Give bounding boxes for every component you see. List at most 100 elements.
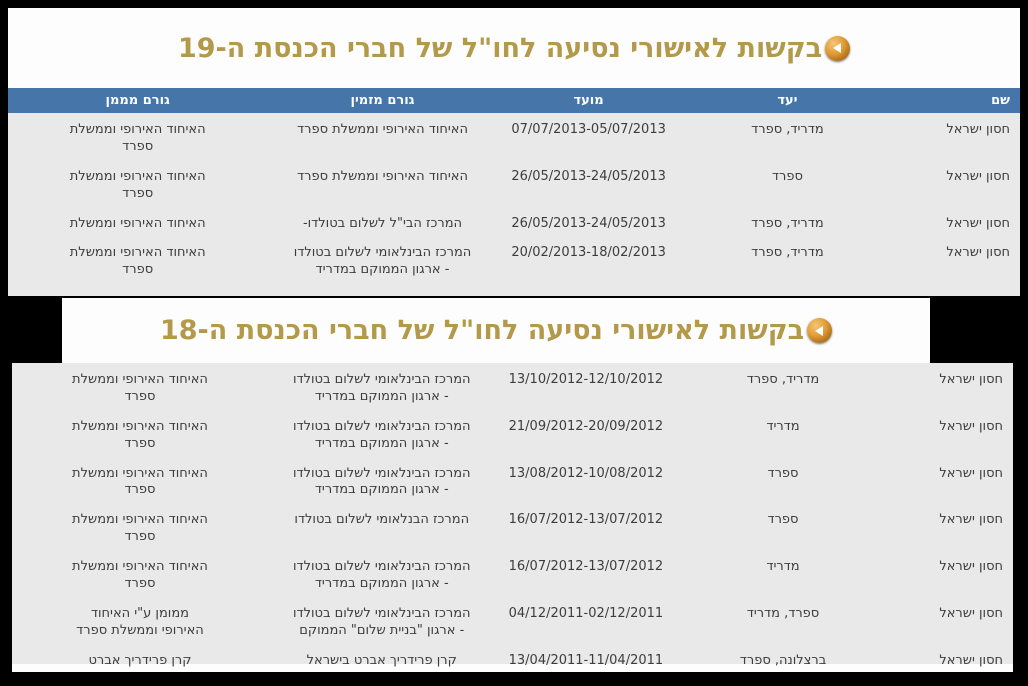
- date-range: 20/02/2013-18/02/2013: [511, 245, 666, 261]
- inviter-cell: קרן פרידריך אברט בישראל: [306, 652, 457, 668]
- table-row: חסון ישראל מדריד 16/07/2012-13/07/2012 המרכ…: [12, 550, 1013, 597]
- name-cell: חסון ישראל: [946, 168, 1010, 184]
- date-cell: 16/07/2012-13/07/2012: [496, 503, 677, 550]
- table-row: חסון ישראל מדריד, ספרד 26/05/2013-24/05/20…: [8, 207, 1020, 237]
- knesset-18-title-panel: בקשות לאישורי נסיעה לחו"ל של חברי הכנסת …: [62, 298, 930, 363]
- travel-requests-table-18: חסון ישראל מדריד, ספרד 13/10/2012-12/10/20…: [12, 363, 1013, 674]
- inviter-cell: המרכז הבינלאומי לשלום בטולדו - ארגון הממ…: [292, 559, 471, 592]
- table-body: חסון ישראל מדריד, ספרד 07/07/2013-05/07/20…: [8, 113, 1020, 283]
- table-row: חסון ישראל ספרד 26/05/2013-24/05/2013 האיחו…: [8, 160, 1020, 207]
- inviter-cell: המרכז הבינלאומי לשלום בטולדו - ארגון הממ…: [292, 465, 471, 498]
- date-range: 26/05/2013-24/05/2013: [511, 168, 666, 184]
- dest-cell: ספרד, מדריד: [746, 605, 820, 621]
- arrow-glyph: [832, 43, 841, 53]
- date-cell: 13/10/2012-12/10/2012: [496, 363, 677, 410]
- date-cell: 07/07/2013-05/07/2013: [498, 113, 680, 160]
- date-range: 16/07/2012-13/07/2012: [508, 512, 664, 528]
- table-body: חסון ישראל מדריד, ספרד 13/10/2012-12/10/20…: [12, 363, 1013, 674]
- column-header: יעד: [679, 88, 896, 113]
- column-header: שם: [895, 88, 1020, 113]
- table-header: שם יעד מועד גורם מזמין גורם מממן: [8, 88, 1020, 113]
- back-arrow-icon[interactable]: [825, 35, 851, 61]
- inviter-cell: המרכז הבינלאומי לשלום בטולדו - ארגון הממ…: [292, 418, 471, 451]
- column-header: גורם מממן: [8, 88, 268, 113]
- table-row: חסון ישראל ברצלונה, ספרד 13/04/2011-11/04/…: [12, 644, 1013, 674]
- table-row: חסון ישראל מדריד, ספרד 07/07/2013-05/07/20…: [8, 113, 1020, 160]
- header-row: שם יעד מועד גורם מזמין גורם מממן: [8, 88, 1020, 113]
- date-range: 21/09/2012-20/09/2012: [508, 418, 664, 434]
- title-row: בקשות לאישורי נסיעה לחו"ל של חברי הכנסת …: [8, 8, 1020, 88]
- inviter-cell: המרכז הבינלאומי לשלום בטולדו - ארגון "בנ…: [292, 605, 471, 638]
- table-row: חסון ישראל מדריד, ספרד 13/10/2012-12/10/20…: [12, 363, 1013, 410]
- date-range: 13/08/2012-10/08/2012: [508, 465, 664, 481]
- funder-cell: האיחוד האירופי וממשלת ספרד: [69, 245, 206, 278]
- funder-cell: קרן פרידריך אברט: [88, 652, 192, 668]
- funder-cell: האיחוד האירופי וממשלת ספרד: [72, 418, 208, 451]
- funder-cell: ממומן ע"י האיחוד האירופי וממשלת ספרד: [76, 605, 204, 638]
- inviter-cell: המרכז הבנלאומי לשלום בטולדו: [294, 512, 470, 528]
- table-row: חסון ישראל מדריד 21/09/2012-20/09/2012 המרכ…: [12, 410, 1013, 457]
- date-cell: 16/07/2012-13/07/2012: [496, 550, 677, 597]
- funder-cell: האיחוד האירופי וממשלת ספרד: [72, 512, 208, 545]
- arrow-glyph: [814, 325, 823, 336]
- inviter-cell: המרכז הבי"ל לשלום בטולדו-: [302, 215, 463, 231]
- date-range: 13/10/2012-12/10/2012: [508, 372, 664, 387]
- travel-requests-table-19: שם יעד מועד גורם מזמין גורם מממן חסון ישראל מ…: [8, 88, 1020, 283]
- title-row: בקשות לאישורי נסיעה לחו"ל של חברי הכנסת …: [62, 298, 930, 363]
- date-range: 04/12/2011-02/12/2011: [508, 605, 664, 621]
- dest-cell: מדריד, ספרד: [746, 372, 820, 387]
- knesset-19-title-panel: בקשות לאישורי נסיעה לחו"ל של חברי הכנסת …: [8, 8, 1020, 88]
- date-cell: 26/05/2013-24/05/2013: [498, 160, 680, 207]
- dest-cell: מדריד, ספרד: [751, 245, 824, 261]
- dest-cell: ספרד: [771, 168, 803, 184]
- funder-cell: האיחוד האירופי וממשלת: [69, 215, 206, 231]
- inviter-cell: האיחוד האירופי וממשלת ספרד: [297, 168, 468, 184]
- funder-cell: האיחוד האירופי וממשלת ספרד: [72, 559, 208, 592]
- name-cell: חסון ישראל: [939, 465, 1003, 481]
- date-cell: 04/12/2011-02/12/2011: [496, 597, 677, 644]
- date-range: 16/07/2012-13/07/2012: [508, 559, 664, 575]
- date-range: 13/04/2011-11/04/2011: [508, 652, 664, 668]
- table-row: חסון ישראל ספרד, מדריד 04/12/2011-02/12/20…: [12, 597, 1013, 644]
- back-arrow-icon[interactable]: [807, 318, 833, 343]
- column-header: מועד: [497, 88, 680, 113]
- name-cell: חסון ישראל: [946, 215, 1010, 231]
- table-row: חסון ישראל ספרד 16/07/2012-13/07/2012 המרכז…: [12, 503, 1013, 550]
- funder-cell: האיחוד האירופי וממשלת ספרד: [69, 168, 206, 201]
- knesset-19-table: שם יעד מועד גורם מזמין גורם מממן חסון ישראל מ…: [8, 88, 1020, 296]
- date-cell: 13/08/2012-10/08/2012: [496, 457, 677, 504]
- name-cell: חסון ישראל: [939, 372, 1003, 387]
- date-cell: 13/04/2011-11/04/2011: [496, 644, 677, 674]
- name-cell: חסון ישראל: [939, 559, 1003, 575]
- page-title: בקשות לאישורי נסיעה לחו"ל של חברי הכנסת …: [177, 32, 823, 64]
- dest-cell: ספרד: [767, 465, 799, 481]
- name-cell: חסון ישראל: [946, 245, 1010, 261]
- dest-cell: ספרד: [767, 512, 799, 528]
- date-range: 07/07/2013-05/07/2013: [511, 122, 666, 137]
- name-cell: חסון ישראל: [939, 605, 1003, 621]
- dest-cell: מדריד, ספרד: [751, 122, 824, 137]
- column-header: גורם מזמין: [267, 88, 498, 113]
- name-cell: חסון ישראל: [946, 122, 1010, 137]
- date-cell: 20/02/2013-18/02/2013: [498, 236, 680, 283]
- inviter-cell: האיחוד האירופי וממשלת ספרד: [297, 122, 468, 137]
- table-row: חסון ישראל מדריד, ספרד 20/02/2013-18/02/20…: [8, 236, 1020, 283]
- funder-cell: האיחוד האירופי וממשלת ספרד: [72, 465, 208, 498]
- dest-cell: מדריד, ספרד: [751, 215, 824, 231]
- inviter-cell: המרכז הבינלאומי לשלום בטולדו - ארגון הממ…: [293, 245, 472, 278]
- name-cell: חסון ישראל: [939, 652, 1003, 668]
- funder-cell: האיחוד האירופי וממשלת ספרד: [72, 372, 208, 404]
- table-row: חסון ישראל ספרד 13/08/2012-10/08/2012 המרכז…: [12, 457, 1013, 504]
- dest-cell: מדריד: [766, 559, 800, 575]
- name-cell: חסון ישראל: [939, 418, 1003, 434]
- page-title: בקשות לאישורי נסיעה לחו"ל של חברי הכנסת …: [159, 315, 805, 346]
- inviter-cell: המרכז הבינלאומי לשלום בטולדו - ארגון הממ…: [292, 372, 471, 404]
- name-cell: חסון ישראל: [939, 512, 1003, 528]
- date-cell: 26/05/2013-24/05/2013: [498, 207, 680, 237]
- dest-cell: מדריד: [766, 418, 800, 434]
- funder-cell: האיחוד האירופי וממשלת ספרד: [69, 122, 206, 154]
- knesset-18-table: חסון ישראל מדריד, ספרד 13/10/2012-12/10/20…: [12, 363, 1013, 672]
- date-range: 26/05/2013-24/05/2013: [511, 215, 666, 231]
- dest-cell: ברצלונה, ספרד: [739, 652, 827, 668]
